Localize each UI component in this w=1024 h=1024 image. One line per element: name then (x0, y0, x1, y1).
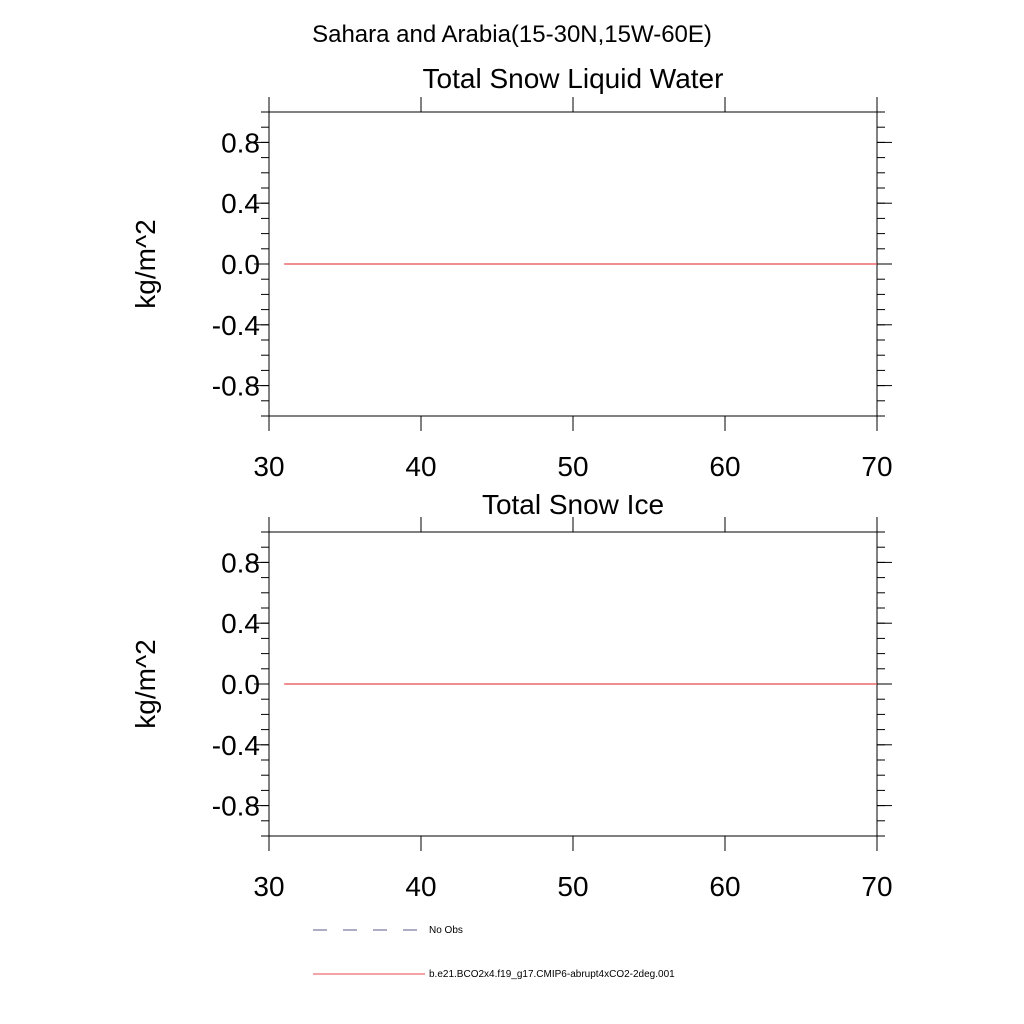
y-axis-label: kg/m^2 (130, 219, 161, 308)
legend-label-no-obs: No Obs (429, 925, 463, 936)
y-tick-label: 0.8 (221, 547, 260, 578)
panel-title: Total Snow Ice (482, 489, 664, 520)
x-tick-label: 50 (557, 871, 588, 902)
x-tick-label: 70 (861, 451, 892, 482)
x-tick-label: 60 (709, 871, 740, 902)
panel-snow-liquid-water: Total Snow Liquid Water 30 40 50 60 70 -0.8 -0… (130, 63, 893, 482)
x-tick-label: 50 (557, 451, 588, 482)
y-tick-label: 0.8 (221, 127, 260, 158)
panel-snow-ice: Total Snow Ice 30 40 50 60 70 -0.8 -0.4 0.0 0.4 0… (130, 489, 893, 902)
x-tick-label: 40 (405, 871, 436, 902)
y-tick-label: 0.4 (221, 188, 260, 219)
x-tick-label: 40 (405, 451, 436, 482)
x-tick-label: 30 (253, 871, 284, 902)
legend-label-model-run: b.e21.BCO2x4.f19_g17.CMIP6-abrupt4xCO2-2… (429, 969, 675, 980)
y-tick-label: -0.8 (212, 791, 260, 822)
y-axis-label: kg/m^2 (130, 639, 161, 728)
legend: No Obs b.e21.BCO2x4.f19_g17.CMIP6-abrupt… (313, 925, 675, 980)
figure-suptitle: Sahara and Arabia(15-30N,15W-60E) (312, 21, 712, 48)
y-tick-label: -0.8 (212, 371, 260, 402)
x-tick-label: 70 (861, 871, 892, 902)
y-tick-label: -0.4 (212, 310, 260, 341)
x-tick-label: 30 (253, 451, 284, 482)
y-tick-label: 0.0 (221, 249, 260, 280)
panel-title: Total Snow Liquid Water (423, 63, 724, 94)
y-tick-label: -0.4 (212, 730, 260, 761)
y-tick-label: 0.4 (221, 608, 260, 639)
x-tick-label: 60 (709, 451, 740, 482)
y-tick-label: 0.0 (221, 669, 260, 700)
